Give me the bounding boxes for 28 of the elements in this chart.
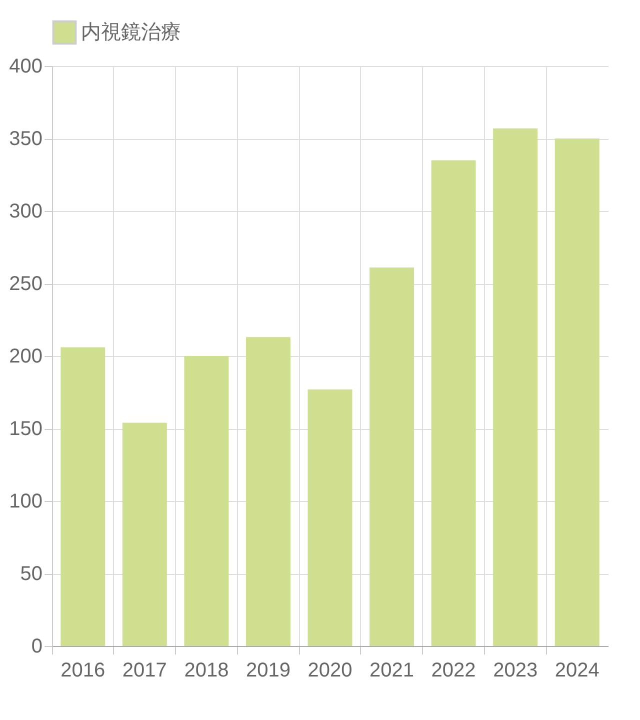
x-tick-label: 2024 [554,660,600,682]
x-tick-label: 2020 [308,660,352,682]
y-tick-label: 50 [20,563,42,585]
y-tick-label: 0 [31,636,42,658]
y-tick-label: 300 [9,200,42,222]
x-tick-label: 2023 [493,660,538,682]
x-tick-label: 2019 [246,660,290,682]
y-tick-label: 350 [9,128,42,150]
bar [60,347,106,646]
y-tick-label: 400 [9,56,42,78]
bar [493,128,538,646]
legend-label: 内視鏡治療 [81,22,181,44]
y-tick-label: 150 [9,418,42,440]
x-tick-label: 2022 [431,660,476,682]
bar [308,389,352,646]
bar [122,422,167,646]
bar [184,356,229,646]
x-tick-label: 2017 [122,660,167,682]
x-tick-label: 2016 [60,660,106,682]
x-tick-label: 2018 [184,660,229,682]
y-tick-label: 250 [9,273,42,295]
bar [370,268,414,646]
y-tick-label: 100 [9,490,42,512]
bar [431,160,476,646]
y-tick-label: 200 [9,346,42,368]
bar [554,138,600,646]
bar [246,337,290,646]
x-tick-label: 2021 [370,660,414,682]
